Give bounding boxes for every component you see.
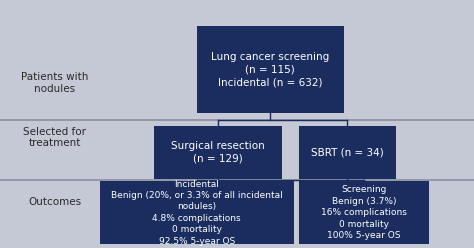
Text: Outcomes: Outcomes [28, 197, 81, 207]
Text: Surgical resection
(n = 129): Surgical resection (n = 129) [171, 141, 265, 164]
Text: Incidental
Benign (20%, or 3.3% of all incidental
nodules)
4.8% complications
0 : Incidental Benign (20%, or 3.3% of all i… [111, 180, 283, 246]
Text: Selected for
treatment: Selected for treatment [23, 127, 86, 149]
Text: Patients with
nodules: Patients with nodules [21, 72, 88, 94]
FancyBboxPatch shape [154, 126, 282, 179]
FancyBboxPatch shape [197, 26, 344, 113]
FancyBboxPatch shape [100, 181, 294, 244]
Text: SBRT (n = 34): SBRT (n = 34) [311, 148, 383, 157]
Text: Screening
Benign (3.7%)
16% complications
0 mortality
100% 5-year OS: Screening Benign (3.7%) 16% complication… [321, 185, 407, 240]
FancyBboxPatch shape [299, 181, 429, 244]
Text: Lung cancer screening
(n = 115)
Incidental (n = 632): Lung cancer screening (n = 115) Incident… [211, 52, 329, 87]
FancyBboxPatch shape [299, 126, 396, 179]
